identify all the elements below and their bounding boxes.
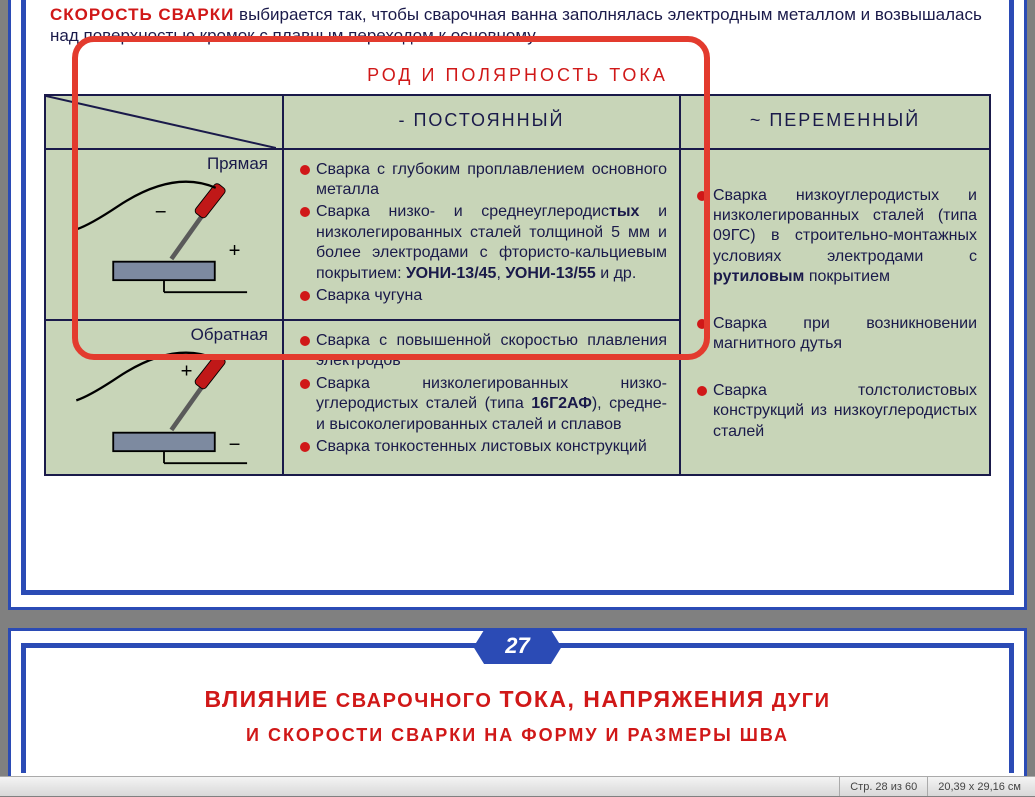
ac-cell: Сварка низкоуглеродистых и низколегирова… xyxy=(680,149,990,475)
page-1: СКОРОСТЬ СВАРКИ выбирается так, чтобы св… xyxy=(8,0,1027,610)
dc-reverse-cell: Сварка с повышенной скоростью плавления … xyxy=(283,320,680,475)
list-item: Сварка низко- и среднеуглеродис­тых и ни… xyxy=(298,202,667,284)
status-page: Стр. 28 из 60 xyxy=(839,777,927,796)
page2-heading-line1: ВЛИЯНИЕ СВАРОЧНОГО ТОКА, НАПРЯЖЕНИЯ ДУГИ xyxy=(26,686,1009,713)
status-dimensions: 20,39 x 29,16 см xyxy=(927,777,1031,796)
list-item: Сварка чугуна xyxy=(298,286,667,306)
intro-highlight: СКОРОСТЬ СВАРКИ xyxy=(50,5,234,24)
list-item: Сварка при возникновении магнитного дуть… xyxy=(695,314,977,355)
table-header-row: - ПОСТОЯННЫЙ ~ ПЕРЕМЕННЫЙ xyxy=(45,95,990,149)
h1-part-c: ТОКА, НАПРЯЖЕНИЯ xyxy=(499,686,764,712)
current-type-table: - ПОСТОЯННЫЙ ~ ПЕРЕМЕННЫЙ Прямая − + xyxy=(44,94,991,476)
polarity-cell-reverse: Обратная + − xyxy=(45,320,283,475)
list-item: Сварка с глубоким проплавлением основног… xyxy=(298,160,667,201)
page-1-inner: СКОРОСТЬ СВАРКИ выбирается так, чтобы св… xyxy=(21,0,1014,595)
page-number-badge: 27 xyxy=(474,630,562,664)
polarity-label-reverse: Обратная xyxy=(54,325,274,345)
table-row: Прямая − + Сварка с глубоким проплавлени… xyxy=(45,149,990,320)
list-item: Сварка толстолистовых конструкций из низ… xyxy=(695,381,977,442)
list-item: Сварка с повышенной скоростью плавления … xyxy=(298,331,667,372)
intro-paragraph: СКОРОСТЬ СВАРКИ выбирается так, чтобы св… xyxy=(44,0,991,55)
svg-text:−: − xyxy=(229,434,241,456)
header-ac: ~ ПЕРЕМЕННЫЙ xyxy=(680,95,990,149)
polarity-cell-straight: Прямая − + xyxy=(45,149,283,320)
svg-text:+: + xyxy=(181,360,193,382)
h1-part-d: ДУГИ xyxy=(765,690,831,712)
page2-heading-line2: И СКОРОСТИ СВАРКИ НА ФОРМУ И РАЗМЕРЫ ШВА xyxy=(26,725,1009,746)
status-bar: Стр. 28 из 60 20,39 x 29,16 см xyxy=(0,776,1035,796)
header-diagonal-cell xyxy=(45,95,283,149)
ac-list: Сварка низкоуглеродистых и низколегирова… xyxy=(691,158,979,447)
list-item: Сварка низколегированных низко­углеродис… xyxy=(298,374,667,435)
list-item: Сварка низкоуглеродистых и низколегирова… xyxy=(695,186,977,288)
electrode-straight-icon: − + xyxy=(54,174,274,294)
electrode-reverse-icon: + − xyxy=(54,345,274,465)
page-gap xyxy=(0,610,1035,628)
dc-reverse-list: Сварка с повышенной скоростью плавления … xyxy=(294,329,669,462)
table-title: РОД И ПОЛЯРНОСТЬ ТОКА xyxy=(44,55,991,94)
header-dc: - ПОСТОЯННЫЙ xyxy=(283,95,680,149)
h1-part-b: СВАРОЧНОГО xyxy=(329,690,500,712)
dc-straight-list: Сварка с глубоким проплавлением основног… xyxy=(294,158,669,311)
dc-straight-cell: Сварка с глубоким проплавлением основног… xyxy=(283,149,680,320)
page-2-inner: 27 ВЛИЯНИЕ СВАРОЧНОГО ТОКА, НАПРЯЖЕНИЯ Д… xyxy=(21,643,1014,773)
list-item: Сварка тонкостенных листовых конструкций xyxy=(298,437,667,457)
h1-part-a: ВЛИЯНИЕ xyxy=(204,686,328,712)
polarity-label-straight: Прямая xyxy=(54,154,274,174)
svg-text:+: + xyxy=(229,240,241,262)
diagonal-line-icon xyxy=(46,96,276,148)
page-2: 27 ВЛИЯНИЕ СВАРОЧНОГО ТОКА, НАПРЯЖЕНИЯ Д… xyxy=(8,628,1027,776)
svg-text:−: − xyxy=(155,201,167,223)
